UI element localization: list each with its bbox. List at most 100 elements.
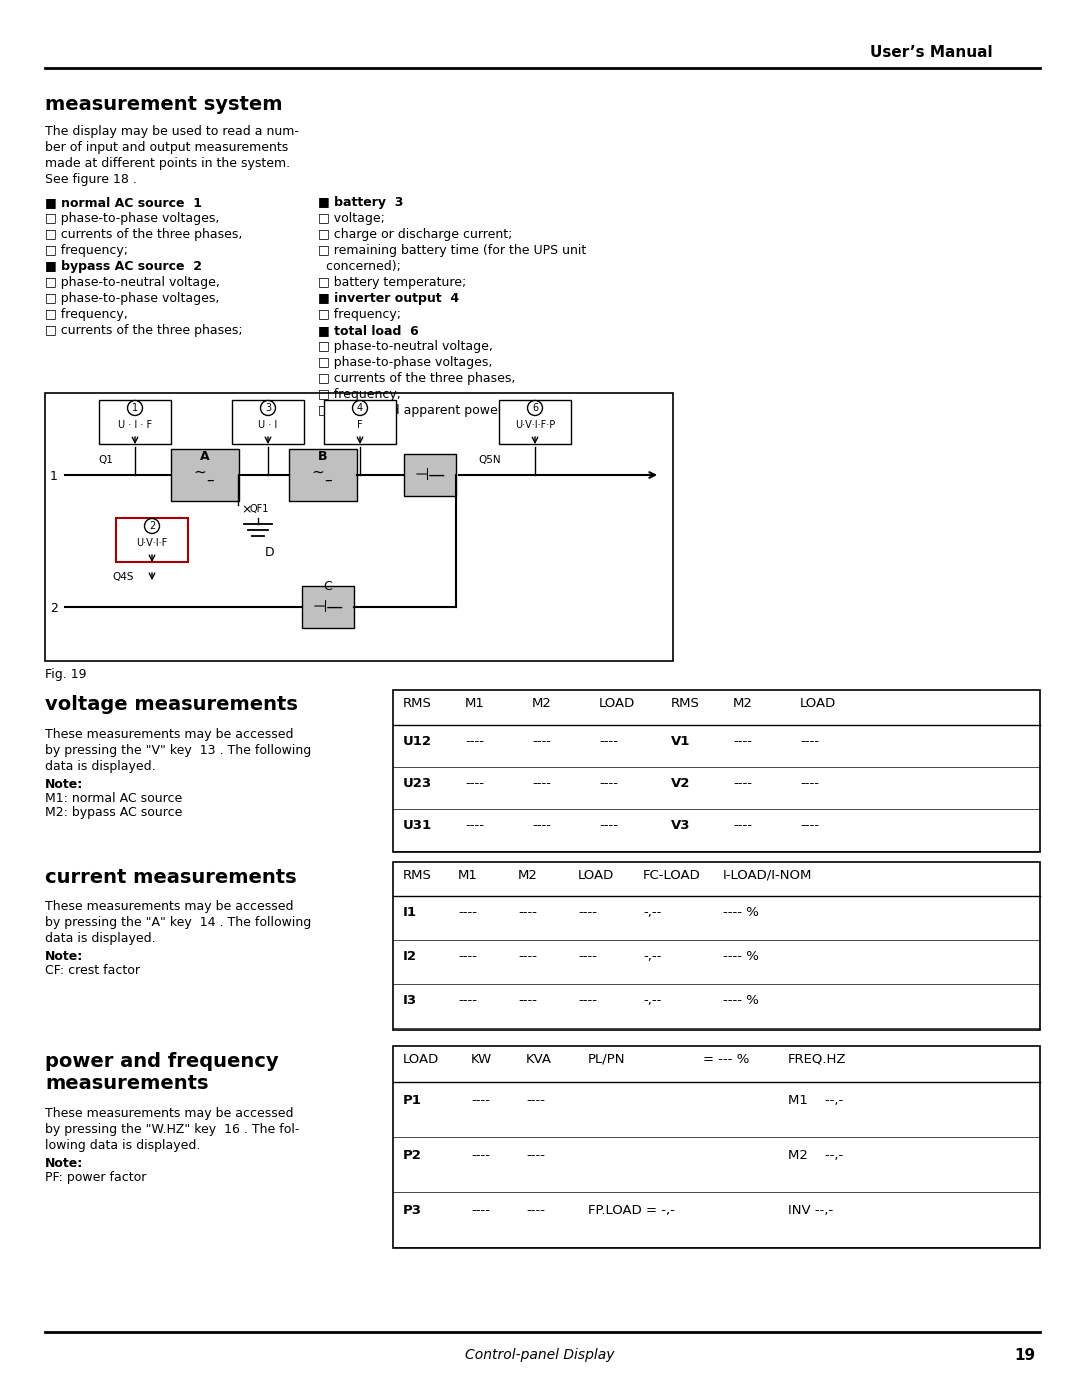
- Text: See figure 18 .: See figure 18 .: [45, 173, 137, 186]
- Text: ----: ----: [458, 950, 477, 963]
- Text: F: F: [357, 420, 363, 430]
- Text: P3: P3: [403, 1204, 422, 1217]
- Text: □ active and apparent power.: □ active and apparent power.: [318, 404, 505, 416]
- Text: ■ battery  3: ■ battery 3: [318, 196, 403, 210]
- Text: Q4S: Q4S: [112, 571, 134, 583]
- Text: B: B: [319, 450, 327, 462]
- Text: QF1: QF1: [249, 504, 269, 514]
- Text: Q5N: Q5N: [478, 455, 501, 465]
- Text: ----: ----: [733, 819, 752, 833]
- Bar: [171, 448, 239, 502]
- Text: data is displayed.: data is displayed.: [45, 760, 156, 773]
- Text: ----: ----: [599, 777, 618, 789]
- Text: D: D: [265, 546, 274, 559]
- Text: U·V·I·F: U·V·I·F: [136, 538, 167, 548]
- Circle shape: [260, 401, 275, 415]
- Text: 6: 6: [532, 402, 538, 414]
- Text: –: –: [206, 472, 214, 488]
- Text: M2: bypass AC source: M2: bypass AC source: [45, 806, 183, 819]
- Text: These measurements may be accessed: These measurements may be accessed: [45, 1106, 294, 1120]
- Text: ----: ----: [733, 777, 752, 789]
- Bar: [393, 690, 1040, 852]
- Text: U · I: U · I: [258, 420, 278, 430]
- Text: ---- %: ---- %: [723, 995, 759, 1007]
- Text: □ phase-to-phase voltages,: □ phase-to-phase voltages,: [318, 356, 492, 369]
- Text: M2: M2: [532, 697, 552, 710]
- Text: ----: ----: [518, 907, 537, 919]
- Text: KVA: KVA: [526, 1053, 552, 1066]
- Text: ----: ----: [465, 735, 484, 747]
- Text: ----: ----: [532, 735, 551, 747]
- Bar: [99, 400, 171, 444]
- Text: □ phase-to-phase voltages,: □ phase-to-phase voltages,: [45, 212, 219, 225]
- Text: M2    --,-: M2 --,-: [788, 1148, 843, 1162]
- Text: 4: 4: [356, 402, 363, 414]
- Text: measurement system: measurement system: [45, 95, 283, 115]
- Text: ■ normal AC source  1: ■ normal AC source 1: [45, 196, 202, 210]
- Text: PL/PN: PL/PN: [588, 1053, 625, 1066]
- Text: data is displayed.: data is displayed.: [45, 932, 156, 944]
- Text: ---- %: ---- %: [723, 907, 759, 919]
- Text: □ frequency,: □ frequency,: [45, 307, 127, 321]
- Text: I1: I1: [403, 907, 417, 919]
- Text: voltage measurements: voltage measurements: [45, 694, 298, 714]
- Text: P1: P1: [403, 1094, 422, 1106]
- Text: ----: ----: [471, 1204, 490, 1217]
- Text: I-LOAD/I-NOM: I-LOAD/I-NOM: [723, 869, 812, 882]
- Text: M1: M1: [458, 869, 477, 882]
- Text: -,--: -,--: [643, 907, 661, 919]
- Bar: [232, 400, 303, 444]
- Text: ----: ----: [800, 777, 819, 789]
- Text: 1: 1: [132, 402, 138, 414]
- Text: The display may be used to read a num-: The display may be used to read a num-: [45, 124, 299, 138]
- Text: □ frequency;: □ frequency;: [45, 244, 129, 257]
- Text: □ voltage;: □ voltage;: [318, 212, 384, 225]
- Text: ■ total load  6: ■ total load 6: [318, 324, 419, 337]
- Text: ----: ----: [526, 1094, 545, 1106]
- Text: KW: KW: [471, 1053, 492, 1066]
- Text: FREQ.HZ: FREQ.HZ: [788, 1053, 847, 1066]
- Text: Note:: Note:: [45, 778, 83, 791]
- Circle shape: [127, 401, 143, 415]
- Bar: [404, 454, 456, 496]
- Text: RMS: RMS: [403, 869, 432, 882]
- Text: ⊣—: ⊣—: [415, 467, 446, 483]
- Bar: [393, 1046, 1040, 1248]
- Text: □ frequency,: □ frequency,: [318, 388, 401, 401]
- Text: RMS: RMS: [403, 697, 432, 710]
- Text: □ battery temperature;: □ battery temperature;: [318, 277, 467, 289]
- Text: LOAD: LOAD: [403, 1053, 440, 1066]
- Text: Control-panel Display: Control-panel Display: [465, 1348, 615, 1362]
- Text: PF: power factor: PF: power factor: [45, 1171, 147, 1185]
- Bar: [499, 400, 571, 444]
- Text: ⊣—: ⊣—: [312, 598, 343, 616]
- Text: V1: V1: [671, 735, 690, 747]
- Text: ----: ----: [526, 1148, 545, 1162]
- Text: –: –: [324, 472, 332, 488]
- Text: □ phase-to-phase voltages,: □ phase-to-phase voltages,: [45, 292, 219, 305]
- Bar: [393, 862, 1040, 1030]
- Text: I2: I2: [403, 950, 417, 963]
- Text: concerned);: concerned);: [318, 260, 401, 272]
- Text: □ frequency;: □ frequency;: [318, 307, 401, 321]
- Bar: [289, 448, 357, 502]
- Text: -,--: -,--: [643, 950, 661, 963]
- Text: 1: 1: [50, 471, 58, 483]
- Text: ----: ----: [578, 950, 597, 963]
- Text: A: A: [200, 450, 210, 462]
- Text: 19: 19: [1014, 1348, 1035, 1363]
- Text: U·V·I·F·P: U·V·I·F·P: [515, 420, 555, 430]
- Text: LOAD: LOAD: [800, 697, 836, 710]
- Text: ----: ----: [458, 907, 477, 919]
- Text: C: C: [324, 580, 333, 592]
- Bar: [324, 400, 396, 444]
- Text: Fig. 19: Fig. 19: [45, 668, 86, 680]
- Text: ~: ~: [193, 464, 206, 479]
- Text: V3: V3: [671, 819, 690, 833]
- Text: ----: ----: [471, 1148, 490, 1162]
- Bar: [116, 518, 188, 562]
- Text: M1    --,-: M1 --,-: [788, 1094, 843, 1106]
- Text: □ phase-to-neutral voltage,: □ phase-to-neutral voltage,: [45, 277, 220, 289]
- Circle shape: [352, 401, 367, 415]
- Text: FP.LOAD = -,-: FP.LOAD = -,-: [588, 1204, 675, 1217]
